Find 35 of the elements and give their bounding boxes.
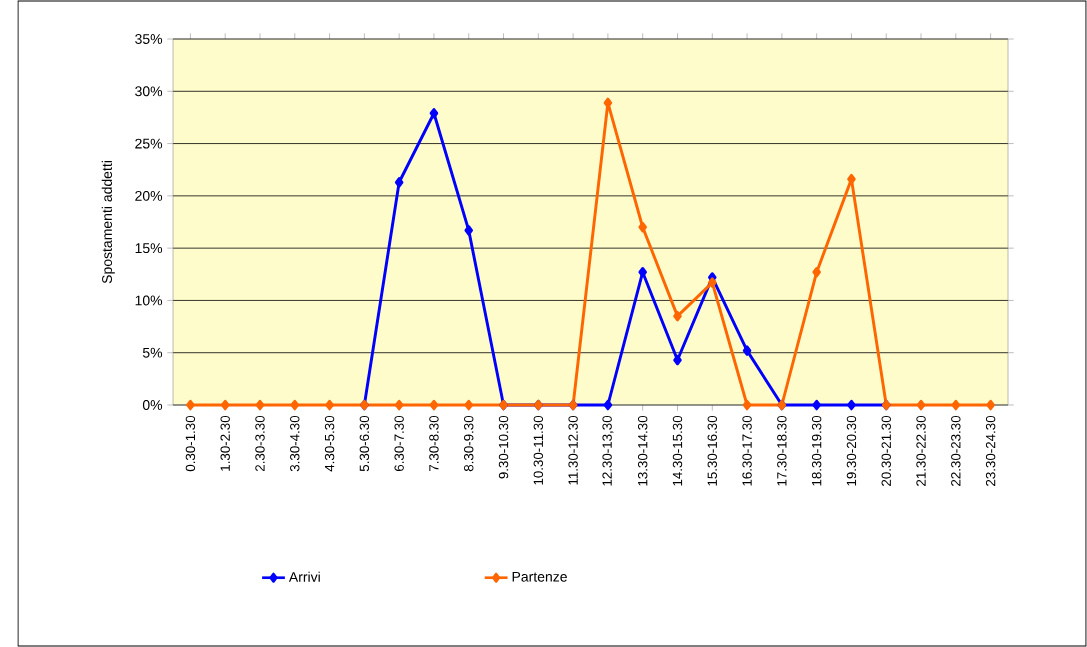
x-tick-label: 2.30-3.30 bbox=[255, 415, 265, 472]
x-tick-label: 4.30-5.30 bbox=[324, 415, 335, 472]
x-tick-label: 20.30-21.30 bbox=[881, 415, 891, 486]
x-tick-label: 3.30-4.30 bbox=[290, 415, 300, 472]
x-tick-label: 7.30-8.30 bbox=[429, 415, 439, 472]
legend-label: Arrivi bbox=[288, 571, 320, 582]
x-tick-label: 1.30-2.30 bbox=[220, 415, 230, 471]
x-tick-label: 8.30-9.30 bbox=[464, 415, 474, 472]
legend-label: Partenze bbox=[512, 571, 567, 582]
x-tick-label: 16.30-17.30 bbox=[742, 415, 752, 486]
x-tick-label: 21.30-22.30 bbox=[916, 415, 926, 486]
x-tick-label: 19.30-20.30 bbox=[846, 415, 857, 486]
y-tick-label: 30% bbox=[135, 86, 163, 97]
x-tick-label: 0.30-1.30 bbox=[185, 415, 196, 472]
x-tick-label: 15.30-16.30 bbox=[707, 415, 717, 486]
y-tick-label: 5% bbox=[142, 347, 163, 358]
y-tick-label: 15% bbox=[135, 243, 163, 254]
x-tick-label: 18.30-19.30 bbox=[811, 415, 822, 486]
y-tick-label: 0% bbox=[142, 400, 163, 410]
x-tick-label: 6.30-7.30 bbox=[394, 415, 404, 472]
x-tick-label: 14.30-15.30 bbox=[672, 415, 683, 486]
x-tick-label: 9.30-10.30 bbox=[498, 415, 509, 479]
y-tick-label: 35% bbox=[135, 34, 163, 44]
x-tick-label: 17.30-18.30 bbox=[777, 415, 787, 486]
y-tick-label: 10% bbox=[135, 295, 163, 306]
y-tick-label: 25% bbox=[135, 138, 163, 149]
x-tick-label: 12.30-13,30 bbox=[602, 415, 614, 486]
x-tick-label: 13.30-14.30 bbox=[637, 415, 648, 486]
x-tick-label: 23.30-24.30 bbox=[985, 415, 996, 486]
x-tick-label: 5.30-6.30 bbox=[359, 415, 370, 472]
y-axis-title: Spostamenti addetti bbox=[101, 161, 115, 284]
x-tick-label: 10.30-11.30 bbox=[533, 415, 544, 485]
x-tick-label: 11.30-12.30 bbox=[568, 415, 578, 485]
y-tick-label: 20% bbox=[135, 190, 163, 201]
x-tick-label: 22.30-23.30 bbox=[951, 415, 961, 486]
